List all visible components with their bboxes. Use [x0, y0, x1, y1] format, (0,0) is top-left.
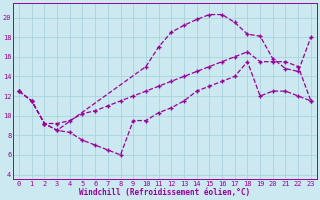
X-axis label: Windchill (Refroidissement éolien,°C): Windchill (Refroidissement éolien,°C): [79, 188, 251, 197]
